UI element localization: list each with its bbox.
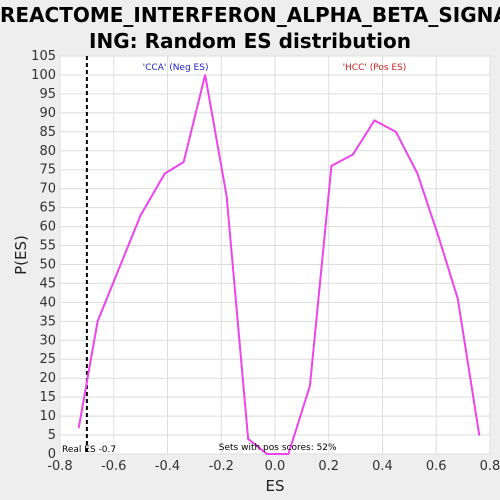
y-tick-label: 25 [39, 352, 56, 367]
y-tick-label: 95 [39, 87, 56, 102]
y-tick-label: 15 [39, 390, 56, 405]
y-tick-label: 70 [39, 182, 56, 197]
x-tick-label: -0.2 [209, 459, 234, 474]
pos-es-label: 'HCC' (Pos ES) [343, 63, 407, 73]
y-tick-label: 30 [39, 333, 56, 348]
chart-title-line-2: ING: Random ES distribution [89, 29, 411, 53]
y-tick-label: 40 [39, 295, 56, 310]
series-point [139, 214, 142, 216]
series-point [438, 237, 440, 239]
y-tick-label: 60 [39, 220, 56, 235]
real-es-label: Real ES -0.7 [62, 445, 116, 455]
series-point [395, 131, 397, 133]
series-point [309, 384, 311, 387]
y-tick-labels: 0 5 10 15 20 25 30 35 40 45 50 55 60 65 70 75 80 85 90 95 10… [31, 49, 56, 462]
y-tick-label: 20 [39, 371, 56, 386]
series-point [287, 453, 290, 455]
x-tick-label: 0.0 [265, 459, 286, 474]
x-tick-label: 0.8 [480, 459, 500, 474]
series-point [96, 320, 99, 323]
chart-title-line-1: REACTOME_INTERFERON_ALPHA_BETA_SIGNAL [0, 3, 500, 27]
y-tick-label: 75 [39, 163, 56, 178]
series-point [182, 161, 185, 163]
y-tick-label: 105 [31, 49, 56, 64]
series-point [247, 438, 249, 440]
pos-scores-label: Sets with pos scores: 52% [219, 443, 337, 453]
x-axis-label: ES [266, 477, 285, 495]
y-tick-label: 55 [39, 239, 56, 254]
series-point [164, 172, 166, 175]
y-axis-label: P(ES) [12, 235, 30, 275]
series-point [266, 453, 268, 455]
x-tick-label: 0.4 [372, 459, 393, 474]
y-tick-label: 5 [48, 428, 56, 443]
series-point [478, 434, 481, 436]
series-point [78, 426, 80, 429]
grid-lines [59, 55, 491, 455]
series-point [373, 119, 376, 122]
x-tick-label: -0.8 [47, 459, 72, 474]
y-tick-label: 85 [39, 125, 56, 140]
y-tick-label: 0 [48, 447, 56, 462]
series-point [330, 165, 333, 167]
series-point [416, 172, 419, 175]
neg-es-label: 'CCA' (Neg ES) [143, 63, 209, 73]
series-point [225, 195, 228, 198]
y-tick-label: 45 [39, 276, 56, 291]
series-point [456, 297, 459, 300]
y-tick-label: 80 [39, 144, 56, 159]
y-tick-label: 65 [39, 201, 56, 216]
series-point [352, 153, 354, 156]
y-tick-label: 50 [39, 257, 56, 272]
x-tick-label: -0.4 [155, 459, 180, 474]
x-tick-label: -0.6 [101, 459, 126, 474]
series-point [204, 74, 206, 76]
y-tick-label: 10 [39, 409, 56, 424]
series-points [78, 74, 481, 455]
y-tick-label: 35 [39, 314, 56, 329]
x-tick-label: 0.6 [426, 459, 447, 474]
y-tick-label: 100 [31, 68, 56, 83]
x-tick-label: 0.2 [318, 459, 339, 474]
x-tick-labels: -0.8 -0.6 -0.4 -0.2 0.0 0.2 0.4 0.6 0.8 [47, 459, 500, 474]
y-tick-label: 90 [39, 106, 56, 121]
chart-title: REACTOME_INTERFERON_ALPHA_BETA_SIGNAL IN… [0, 2, 500, 54]
